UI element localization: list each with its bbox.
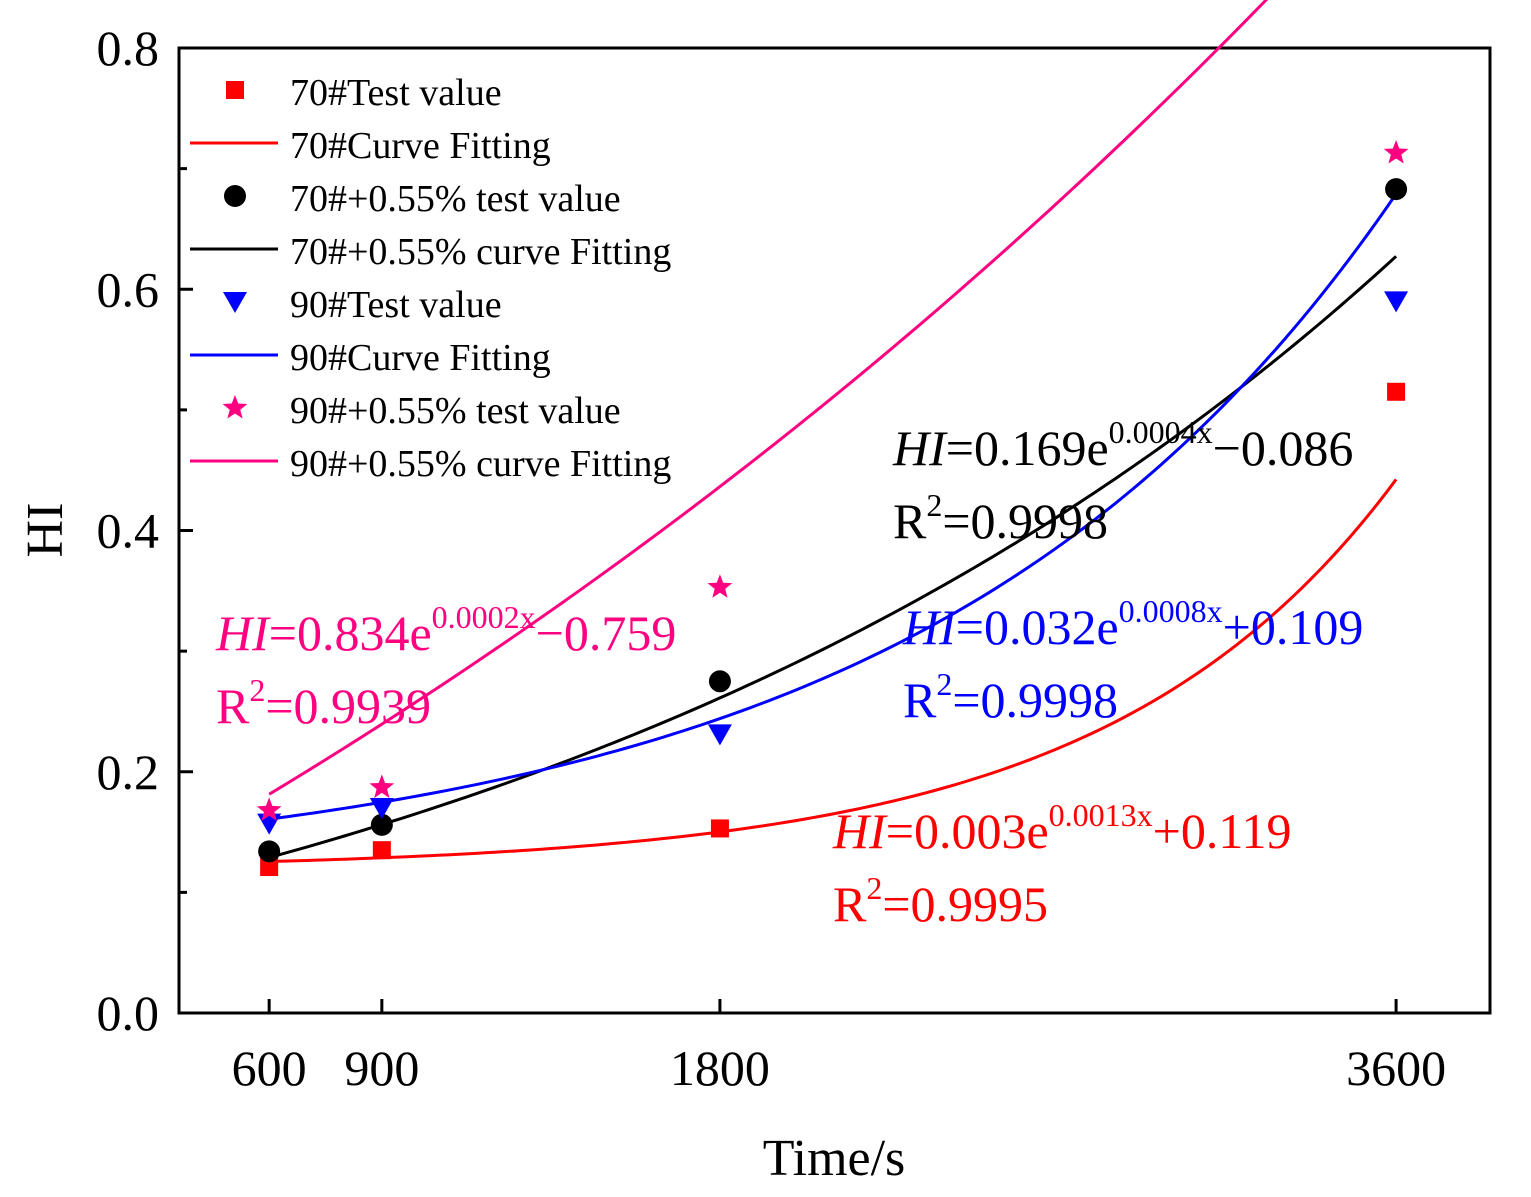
y-tick-label: 0.6 <box>97 261 160 317</box>
legend-label: 70#Test value <box>290 72 502 114</box>
y-axis-label: HI <box>17 503 74 558</box>
legend: 70#Test value 70#Curve Fitting 70#+0.55% t… <box>190 72 671 485</box>
legend-label: 90#Curve Fitting <box>290 337 551 379</box>
y-tick-label: 0.0 <box>97 985 160 1041</box>
data-point <box>710 819 729 838</box>
equation-text: HI=0.169e0.0004x−0.086 <box>892 414 1353 476</box>
data-point <box>256 797 282 821</box>
legend-label: 90#Test value <box>290 284 502 326</box>
x-axis: 600 900 1800 3600 <box>232 999 1446 1096</box>
equation-annotation: HI=0.834e0.0002x−0.759 R2=0.9939 <box>215 599 676 734</box>
fit-curve <box>268 193 1398 821</box>
data-point <box>257 813 282 835</box>
legend-label: 70#Curve Fitting <box>290 125 551 167</box>
equation-annotation: HI=0.032e0.0008x+0.109 R2=0.9998 <box>902 593 1363 728</box>
y-tick-label: 0.2 <box>97 744 160 800</box>
x-tick-label: 600 <box>232 1040 307 1096</box>
data-point <box>369 774 395 798</box>
x-tick-label: 900 <box>344 1040 419 1096</box>
equation-annotations: HI=0.003e0.0013x+0.119 R2=0.9995 HI=0.169e… <box>215 414 1363 932</box>
fit-curves <box>268 0 1398 864</box>
data-point <box>1385 178 1408 201</box>
fit-curve <box>268 255 1398 860</box>
data-point <box>370 813 393 836</box>
x-tick-label: 1800 <box>670 1040 770 1096</box>
equation-annotation: HI=0.169e0.0004x−0.086 R2=0.9998 <box>892 414 1353 549</box>
legend-label: 70#+0.55% curve Fitting <box>290 231 671 273</box>
data-point <box>1383 139 1409 164</box>
equation-annotation: HI=0.003e0.0013x+0.119 R2=0.9995 <box>832 797 1292 932</box>
equation-text: HI=0.003e0.0013x+0.119 <box>832 797 1292 859</box>
data-points <box>256 139 1409 877</box>
y-tick-label: 0.4 <box>97 503 160 559</box>
data-point <box>707 724 732 746</box>
x-axis-label: Time/s <box>763 1130 906 1187</box>
fit-curve <box>269 478 1398 864</box>
data-point <box>372 841 391 860</box>
data-point <box>258 840 281 863</box>
r-squared-text: R2=0.9939 <box>216 672 431 734</box>
legend-marker <box>223 292 247 313</box>
data-point <box>1384 291 1409 313</box>
y-tick-label: 0.8 <box>97 20 160 76</box>
equation-text: HI=0.032e0.0008x+0.109 <box>902 593 1363 655</box>
r-squared-text: R2=0.9998 <box>903 666 1118 728</box>
legend-label: 90#+0.55% curve Fitting <box>290 443 671 485</box>
legend-marker <box>222 395 248 419</box>
data-point <box>708 670 731 693</box>
r-squared-text: R2=0.9998 <box>893 487 1108 549</box>
data-point <box>707 574 733 598</box>
x-tick-label: 3600 <box>1346 1040 1446 1096</box>
y-axis: 0.0 0.2 0.4 0.6 0.8 <box>97 20 193 1041</box>
data-point <box>260 858 279 877</box>
data-point <box>1387 382 1406 401</box>
fit-curve <box>268 0 1269 796</box>
data-point <box>369 797 394 819</box>
legend-marker <box>226 81 244 99</box>
legend-marker <box>224 185 246 207</box>
legend-label: 90#+0.55% test value <box>290 390 621 432</box>
r-squared-text: R2=0.9995 <box>833 870 1048 932</box>
equation-text: HI=0.834e0.0002x−0.759 <box>215 599 676 661</box>
legend-label: 70#+0.55% test value <box>290 178 621 220</box>
